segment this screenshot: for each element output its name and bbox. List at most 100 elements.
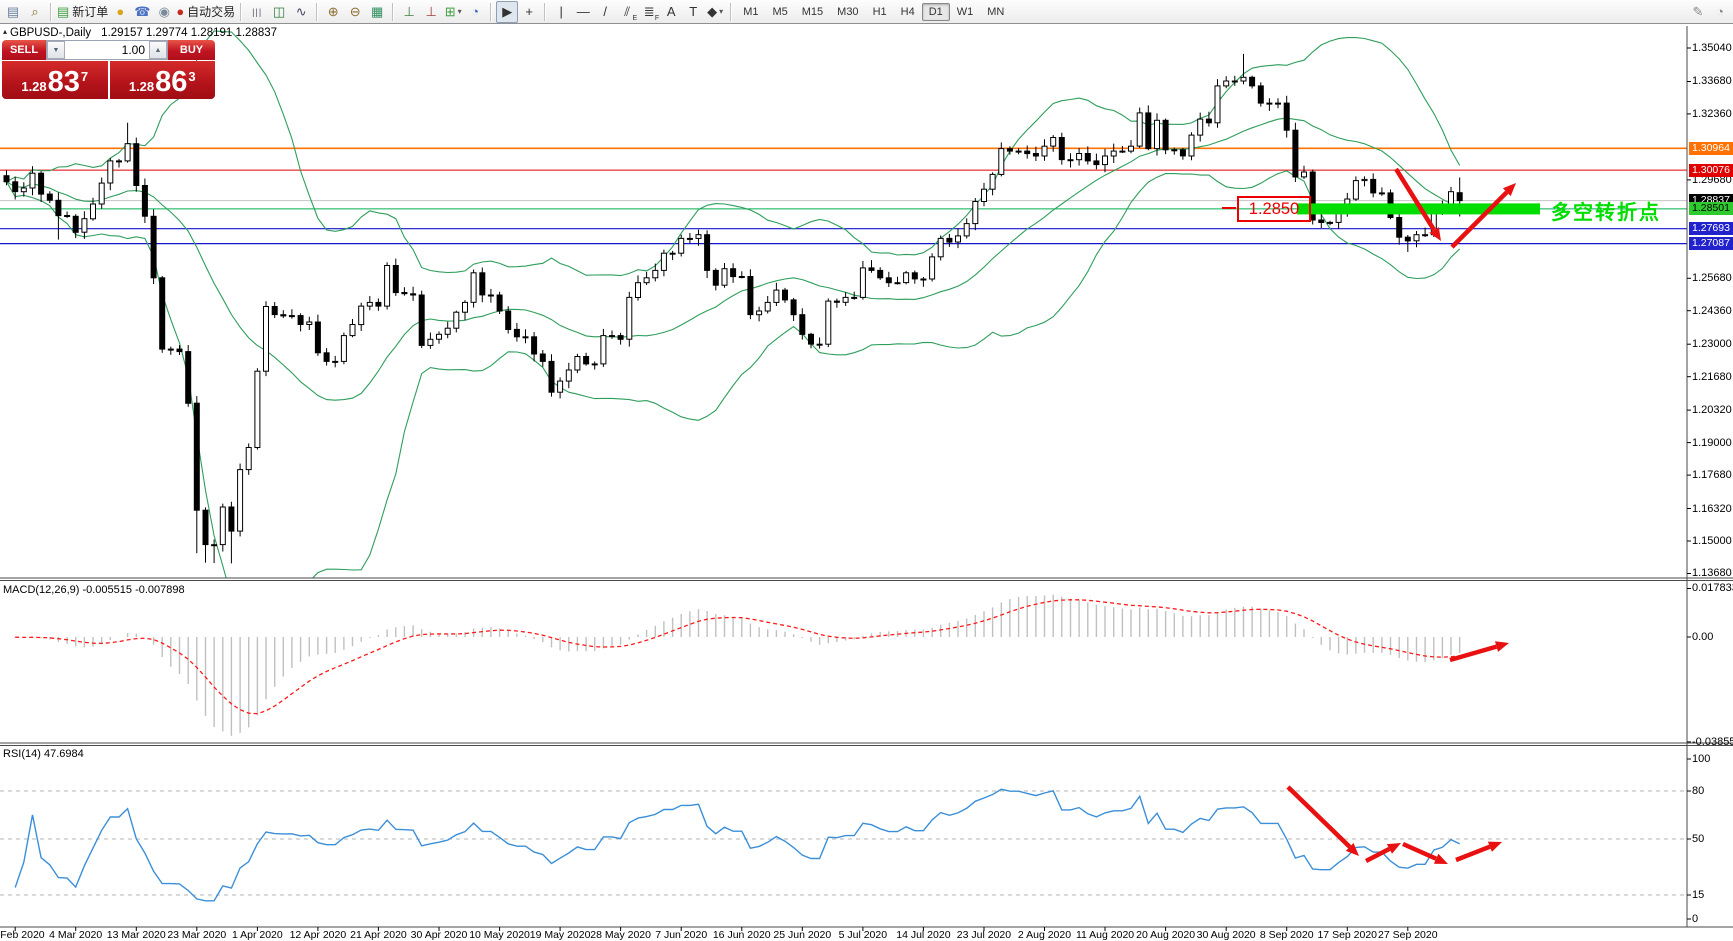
indicators-add-icon[interactable]: ⊞ ▾ [444, 3, 462, 19]
edit-icon[interactable]: ✎ [1692, 3, 1704, 19]
price-tick-label: 1.29680 [1692, 173, 1732, 186]
price-tick-label: 1.21680 [1692, 370, 1732, 383]
price-level-tag: 1.27693 [1689, 222, 1733, 236]
arrows-tool-icon[interactable]: ◆ ▾ [707, 3, 724, 19]
volume-decrease-button[interactable]: ▼ [47, 41, 65, 59]
macd-tick-label: 0.017833 [1692, 582, 1733, 595]
timeframe-w1-button[interactable]: W1 [956, 5, 974, 18]
rsi-tick-label: 0 [1692, 913, 1699, 925]
price-tick-label: 1.16320 [1692, 502, 1732, 515]
price-tick-label: 1.23000 [1692, 338, 1732, 351]
sell-button[interactable]: SELL [2, 40, 46, 60]
rsi-tick-label: 15 [1692, 889, 1705, 901]
profiles-icon[interactable]: ⌕ [31, 3, 39, 19]
timeframe-m5-button[interactable]: M5 [772, 5, 788, 18]
date-axis-label: 7 Jun 2020 [655, 929, 708, 941]
signals-icon[interactable]: ◉ [158, 3, 170, 19]
window-marker-icon: ▴ [3, 27, 8, 36]
price-tick-label: 1.25680 [1692, 272, 1732, 285]
price-tick-label: 1.15000 [1692, 534, 1732, 547]
price-level-callout: 1.2850 [1237, 196, 1311, 222]
buy-button[interactable]: BUY [168, 40, 215, 60]
autotrading-icon[interactable]: ● 自动交易 [176, 4, 236, 19]
arrows-tool-icon-caret[interactable]: ▾ [719, 7, 724, 16]
date-axis-label: 30 Aug 2020 [1196, 929, 1256, 941]
date-axis-label: 8 Sep 2020 [1259, 929, 1314, 941]
timeframe-h1-button[interactable]: H1 [872, 5, 887, 18]
price-tick-label: 1.20320 [1692, 404, 1732, 417]
crosshair-icon[interactable]: + [525, 4, 533, 19]
chart-shift-icon[interactable]: ⊥ [403, 3, 415, 19]
vertical-line-icon[interactable]: | [559, 4, 563, 19]
zoom-out-icon[interactable]: ⊖ [349, 3, 361, 19]
rsi-line [14, 788, 1461, 902]
period-clock-icon[interactable]: ◔ [471, 4, 480, 19]
ohlc-values: 1.29157 1.29774 1.28191 1.28837 [101, 27, 278, 39]
volume-input[interactable] [65, 41, 149, 59]
pane-frame [0, 26, 1733, 928]
price-tick-label: 1.24360 [1692, 304, 1732, 317]
community-icon[interactable]: ◔ [1716, 4, 1724, 19]
toolbar-separator [392, 2, 395, 21]
new-chart-icon[interactable]: ▤ [6, 3, 20, 19]
candlestick-chart-icon[interactable]: ◫ [273, 3, 286, 19]
date-axis-label: 17 Sep 2020 [1317, 929, 1378, 941]
timeframe-m15-button[interactable]: M15 [801, 5, 824, 18]
timeframe-h4-button[interactable]: H4 [900, 5, 915, 18]
timeframe-mn-button[interactable]: MN [987, 5, 1005, 18]
line-chart-icon[interactable]: ∿ [295, 3, 307, 19]
gold-icon[interactable]: ● [116, 4, 125, 19]
zoom-in-icon[interactable]: ⊕ [327, 3, 339, 19]
indicators-add-icon-caret[interactable]: ▾ [457, 7, 462, 16]
macd-tick-label: -0.038559 [1692, 735, 1733, 748]
trend-arrows-macd [1449, 641, 1509, 663]
price-tick-label: 1.17680 [1692, 469, 1732, 482]
toolbar-separator [544, 2, 547, 21]
phone-dealing-icon[interactable]: ☎ [134, 3, 151, 19]
timeframe-m1-button[interactable]: M1 [743, 5, 759, 18]
date-axis-label: 23 Jul 2020 [956, 929, 1012, 941]
date-axis-label: 12 Apr 2020 [289, 929, 347, 941]
text-label-icon[interactable]: T [689, 4, 698, 19]
price-level-tag: 1.28501 [1689, 202, 1733, 216]
macd-indicator-label: MACD(12,26,9) -0.005515 -0.007898 [3, 584, 185, 596]
date-axis-label: 21 Apr 2020 [350, 929, 407, 941]
text-icon[interactable]: A [666, 4, 676, 19]
cursor-icon[interactable]: ▶ [496, 0, 519, 23]
date-axis-label: 10 May 2020 [469, 929, 530, 941]
rsi-tick-label: 50 [1692, 833, 1705, 845]
rsi-indicator-label: RSI(14) 47.6984 [3, 748, 84, 760]
date-axis-label: 4 Mar 2020 [49, 929, 103, 941]
date-axis-label: 23 Mar 2020 [167, 929, 227, 941]
chart-title: ▴ GBPUSD-,Daily 1.29157 1.29774 1.28191 1.… [3, 27, 277, 39]
rsi-tick-label: 100 [1692, 753, 1711, 765]
horizontal-line-icon[interactable]: — [576, 4, 590, 19]
buy-price-pipette: 3 [188, 69, 196, 84]
bar-chart-icon[interactable]: ||| [252, 6, 263, 17]
date-axis-label: 27 Sep 2020 [1378, 929, 1438, 941]
tile-windows-icon[interactable]: ▦ [371, 3, 384, 19]
sell-price-pipette: 7 [80, 69, 89, 84]
timeframe-m30-button[interactable]: M30 [837, 5, 859, 18]
new-order-icon-label: 新订单 [72, 5, 109, 19]
channel-icon[interactable]: ⫽ E [624, 3, 638, 22]
trendline-icon[interactable]: / [603, 4, 607, 19]
price-tick-label: 1.33680 [1692, 75, 1732, 88]
sell-price-cell[interactable]: 1.28 83 7 [2, 61, 108, 99]
date-axis-label: 2 Aug 2020 [1017, 929, 1072, 941]
rsi-tick-label: 80 [1692, 785, 1705, 797]
date-axis-label: 5 Jul 2020 [838, 929, 888, 941]
macd-signal-line [15, 599, 1460, 715]
fibonacci-icon[interactable]: ≣ F [643, 3, 660, 22]
macd-tick-label: 0.00 [1692, 631, 1714, 643]
timeframe-d1-button[interactable]: D1 [921, 2, 950, 21]
auto-scroll-icon[interactable]: ⊥ [425, 3, 437, 19]
buy-price-cell[interactable]: 1.28 86 3 [109, 61, 215, 99]
bollinger-lower [6, 170, 1461, 578]
toolbar-separator [730, 2, 733, 21]
volume-increase-button[interactable]: ▲ [149, 41, 167, 59]
date-axis-label: 11 Aug 2020 [1075, 929, 1135, 941]
price-level-tag: 1.30964 [1689, 141, 1733, 155]
new-order-icon[interactable]: ▤ 新订单 [57, 3, 109, 20]
